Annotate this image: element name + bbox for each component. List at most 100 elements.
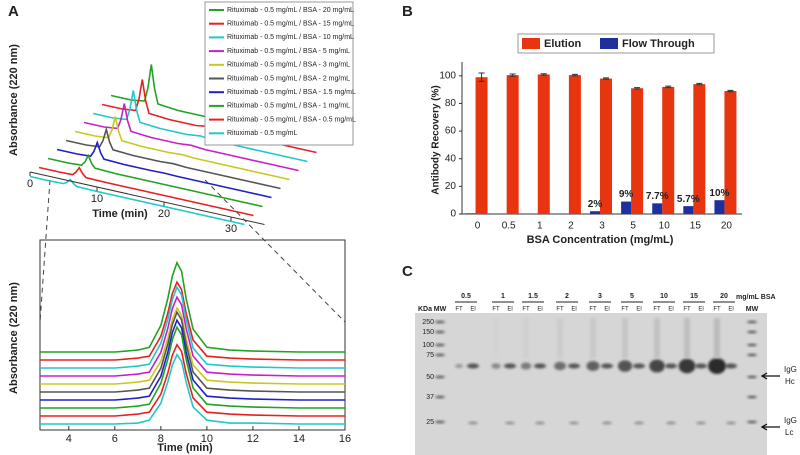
legend-label: Rituximab - 0.5 mg/mL / BSA - 3 mg/mL [227, 62, 350, 69]
bar [662, 86, 675, 214]
marker-band [435, 420, 445, 424]
marker-band [435, 353, 445, 357]
legend-label: Rituximab - 0.5 mg/mL [227, 130, 298, 137]
bar [590, 211, 600, 214]
legend-box [204, 1, 354, 146]
gel-band [467, 363, 479, 369]
x-tick-label: 0.5 [502, 221, 516, 232]
gel-band [649, 359, 665, 373]
x-tick-label: 3 [599, 221, 605, 232]
zoom-guide [39, 179, 51, 323]
gel-smear [557, 318, 563, 358]
x-tick-label: 10 [659, 221, 671, 232]
gel-band [586, 361, 600, 371]
annotation: IgG [784, 416, 797, 425]
gel-band [602, 421, 612, 425]
value-label: 9% [619, 189, 634, 200]
trace [74, 116, 290, 181]
lane-label: FT [522, 307, 530, 313]
x-tick-label: 6 [112, 433, 118, 445]
lane-label: FT [683, 307, 691, 313]
y-tick-label: 60 [445, 126, 457, 137]
lane-label: FT [653, 307, 661, 313]
error-bar [696, 82, 703, 86]
x-tick-label: 5 [630, 221, 636, 232]
mw-marker-label: 100 [422, 342, 434, 349]
error-bar [665, 85, 672, 89]
trace [40, 353, 345, 425]
lane-group-label: 15 [690, 293, 698, 300]
trace [40, 260, 345, 353]
x-tick-label: 10 [91, 193, 103, 205]
mw-marker-label: 250 [422, 319, 434, 326]
gel-band [569, 421, 579, 425]
marker-band [747, 330, 757, 334]
trace [47, 153, 263, 208]
group-unit: mg/mL BSA [736, 294, 776, 301]
annotation: IgG [784, 365, 797, 374]
error-bar [603, 77, 609, 80]
bar [652, 203, 663, 214]
lane-group-label: 2 [565, 293, 569, 300]
legend-label: Rituximab - 0.5 mg/mL / BSA - 1 mg/mL [227, 103, 350, 110]
gel-band [696, 421, 706, 425]
x-axis-label: Time (min) [92, 208, 148, 220]
gel-band [534, 363, 546, 369]
legend-swatch [600, 38, 618, 49]
value-label: 2% [588, 199, 603, 210]
bar [600, 78, 612, 214]
panel-label: A [8, 3, 19, 20]
x-tick-label: 0 [475, 221, 481, 232]
gel-band [678, 358, 696, 374]
lane-label: El [728, 307, 733, 313]
y-axis-label: Absorbance (220 nm) [8, 282, 20, 394]
bar [714, 200, 725, 214]
trace [40, 325, 345, 409]
gel-band [617, 360, 633, 372]
x-tick-label: 4 [66, 433, 72, 445]
lane-label: FT [589, 307, 597, 313]
lane-label: FT [621, 307, 629, 313]
value-label: 10% [709, 188, 729, 199]
gel-unit: KDa [418, 306, 432, 313]
x-tick-label: 2 [568, 221, 574, 232]
y-tick-label: 0 [450, 209, 456, 220]
marker-band [435, 330, 445, 334]
marker-band [747, 395, 757, 399]
annotation-arrow [760, 372, 780, 380]
bar [465, 213, 476, 214]
lane-label: El [470, 307, 475, 313]
x-tick-label: 30 [225, 223, 237, 235]
gel-smear [493, 318, 499, 358]
legend-label: Rituximab - 0.5 mg/mL / BSA - 10 mg/mL [227, 34, 354, 41]
annotation: Lc [785, 428, 793, 437]
trace [40, 306, 345, 385]
mw-marker-label: 37 [426, 394, 434, 401]
gel-band [601, 363, 613, 369]
gel-band [535, 421, 545, 425]
lane-group-label: 5 [630, 293, 634, 300]
lane-label: El [571, 307, 576, 313]
x-tick-label: 14 [293, 433, 305, 445]
trace [40, 280, 345, 361]
marker-band [747, 420, 757, 424]
trace [40, 343, 345, 417]
value-label: 5.7% [677, 194, 700, 205]
marker-band [747, 320, 757, 324]
gel-band [634, 421, 644, 425]
lane-group-label: 1 [501, 293, 505, 300]
marker-band [747, 353, 757, 357]
lane-group-label: 20 [720, 293, 728, 300]
marker-band [747, 375, 757, 379]
error-bar [540, 73, 547, 76]
lane-group-label: 10 [660, 293, 668, 300]
lane-label: FT [713, 307, 721, 313]
x-axis [29, 171, 265, 225]
gel-band [665, 363, 677, 369]
gel-band [695, 363, 707, 369]
error-bar [509, 73, 516, 77]
y-tick-label: 20 [445, 181, 457, 192]
gel-smear [590, 318, 596, 358]
